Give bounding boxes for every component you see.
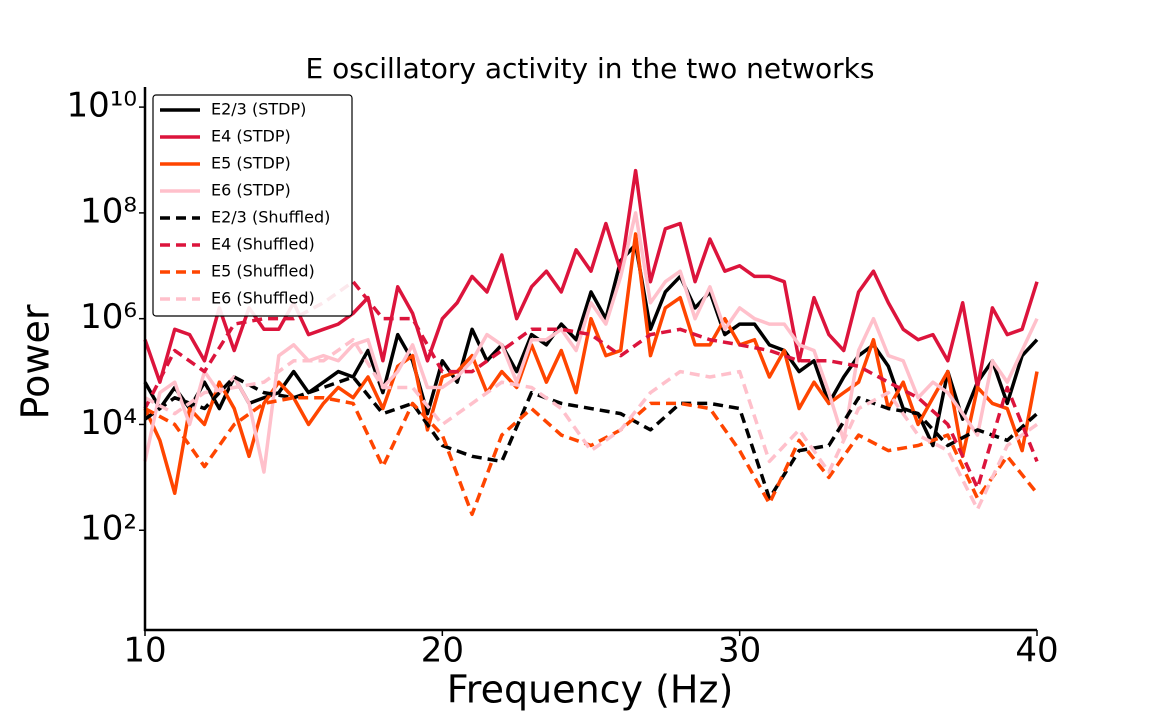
series-line <box>144 337 1039 511</box>
legend-label: E4 (Shuffled) <box>211 235 315 254</box>
legend-label: E4 (STDP) <box>211 127 291 146</box>
legend-label: E5 (Shuffled) <box>211 262 315 281</box>
series-line <box>143 279 1039 490</box>
x-tick-label: 30 <box>718 631 761 671</box>
legend-label: E6 (STDP) <box>211 181 291 200</box>
y-tick-label: 10⁸ <box>80 191 137 231</box>
x-tick-label: 20 <box>421 631 464 671</box>
series-line <box>143 211 1039 474</box>
x-axis-label: Frequency (Hz) <box>447 668 734 712</box>
chart-title: E oscillatory activity in the two networ… <box>306 52 875 85</box>
y-tick-label: 10¹⁰ <box>66 86 137 126</box>
legend-box <box>152 94 353 317</box>
y-tick-label: 10⁴ <box>80 403 137 443</box>
series-line <box>144 395 1039 517</box>
y-tick-label: 10² <box>80 509 137 549</box>
legend-label: E5 (STDP) <box>211 154 291 173</box>
y-tick-label: 10⁶ <box>80 297 137 337</box>
y-axis-label: Power <box>14 304 58 419</box>
x-tick-label: 10 <box>123 631 166 671</box>
x-tick-label: 40 <box>1015 631 1058 671</box>
legend-label: E6 (Shuffled) <box>211 289 315 308</box>
legend-label: E2/3 (STDP) <box>211 100 306 119</box>
series-line <box>143 242 1039 448</box>
legend: E2/3 (STDP) E4 (STDP) E5 (STDP) E6 (STDP) E2… <box>152 94 353 317</box>
series-line <box>143 375 1039 501</box>
legend-label: E2/3 (Shuffled) <box>211 208 330 227</box>
